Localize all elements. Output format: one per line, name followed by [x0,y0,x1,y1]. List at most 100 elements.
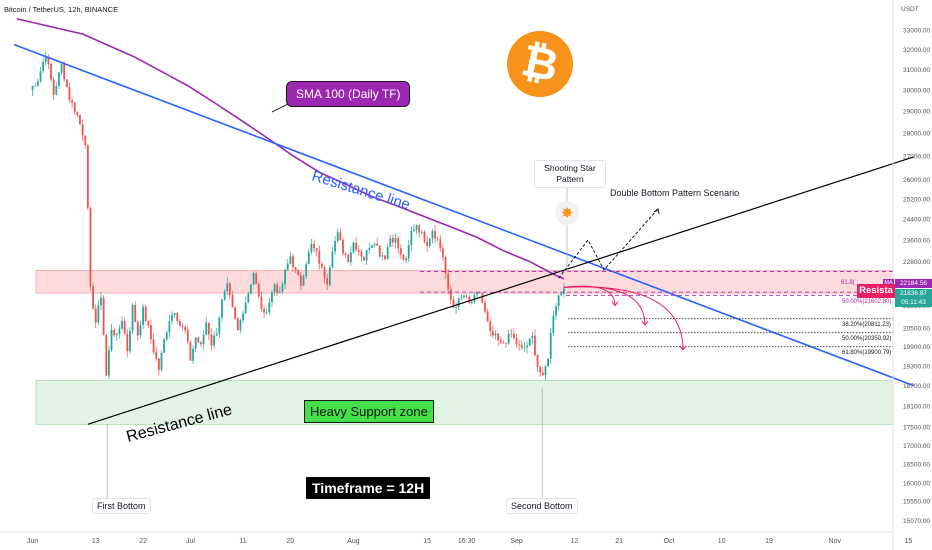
candle-body [186,330,189,342]
candle-body [39,71,42,82]
candle-body [247,293,250,303]
candle-body [302,276,305,286]
candle-body [144,306,147,322]
candle-body [494,333,497,336]
candle-body [192,348,194,361]
candle-body [334,241,336,252]
candle-body [255,273,258,284]
candle-body [402,254,405,261]
candle-body [365,249,368,261]
candle-body [297,270,300,276]
sma-callout[interactable]: SMA 100 (Daily TF) [286,81,411,107]
candle-body [544,366,547,376]
candle-body [507,333,510,344]
candle-body [94,308,97,323]
candle-body [515,337,518,345]
candle-body [294,267,297,271]
shooting-star-label[interactable]: Shooting Star Pattern [534,160,606,188]
upper-resistance-label: Resistance line [310,168,412,214]
resistance-zone [35,270,894,294]
candle-body [252,273,255,285]
candle-body [473,294,476,302]
candle-body [242,313,244,321]
candle-body [349,252,352,263]
candle-body [371,245,373,249]
candle-body [468,296,471,303]
price-tick-label: 15550.00 [903,499,930,506]
candle-body [555,306,557,316]
time-tick-label: 21 [615,538,623,545]
candle-body [136,321,139,336]
candle-body [226,283,229,292]
second-bottom-label[interactable]: Second Bottom [506,498,578,514]
timeframe-label[interactable]: Timeframe = 12H [306,477,431,499]
currency-label: USDT [901,6,919,13]
double-bottom-label[interactable]: Double Bottom Pattern Scenario [610,188,740,198]
candle-body [278,291,281,293]
candle-body [549,332,552,359]
candles-layer [31,50,565,381]
candle-body [273,284,276,292]
candle-body [557,295,560,307]
candle-body [363,256,365,261]
candle-body [244,302,247,314]
candle-body [418,225,421,233]
candle-body [202,334,205,345]
candle-body [499,340,502,343]
candle-body [336,232,339,242]
first-bottom-label[interactable]: First Bottom [92,498,151,514]
candle-body [562,288,565,294]
candle-body [560,293,563,296]
candle-body [76,112,79,115]
candle-body [339,232,342,241]
candle-body [481,293,484,303]
candle-body [194,337,197,349]
candle-body [47,56,50,64]
time-tick-label: 22 [139,538,147,545]
candle-body [168,321,171,333]
price-tick-label: 15070.00 [903,518,930,525]
candle-body [181,325,184,327]
price-tick-label: 28000.00 [903,131,930,138]
candle-body [52,79,55,95]
price-tick-label: 17000.00 [903,443,930,450]
candle-body [276,284,279,293]
fib-level-label: 61.80%(19900.79) [842,350,891,356]
price-tick-label: 16500.00 [903,461,930,468]
price-tick-label: 25200.00 [903,196,930,203]
candle-body [360,251,363,257]
price-tick-label: 31000.00 [903,67,930,74]
candle-body [289,256,292,264]
candle-body [268,302,271,313]
time-tick-label: 16:30 [458,538,476,545]
candle-body [84,135,87,146]
candle-body [378,245,381,257]
candle-body [539,366,542,373]
price-tick-label: 16000.00 [903,481,930,488]
candle-body [97,305,100,323]
candle-body [231,295,234,308]
candle-body [552,315,555,333]
candle-body [410,231,413,246]
candle-body [344,253,347,255]
candle-body [318,250,321,264]
candle-body [426,241,429,246]
bitcoin-logo-icon: ₿ [507,31,573,97]
candle-body [502,342,505,344]
candle-body [163,339,166,353]
candle-body [352,242,355,253]
candle-body [113,329,116,336]
time-tick-label: 19 [765,538,773,545]
fib-level-label: 50.00%(20350.92) [842,336,891,342]
candle-body [455,307,457,308]
candle-body [547,358,550,367]
support-zone-label[interactable]: Heavy Support zone [304,400,434,423]
candle-body [50,63,52,80]
candle-body [436,238,439,240]
candle-body [328,267,331,285]
candle-body [271,291,273,303]
candle-body [221,299,223,318]
candle-body [179,320,181,326]
